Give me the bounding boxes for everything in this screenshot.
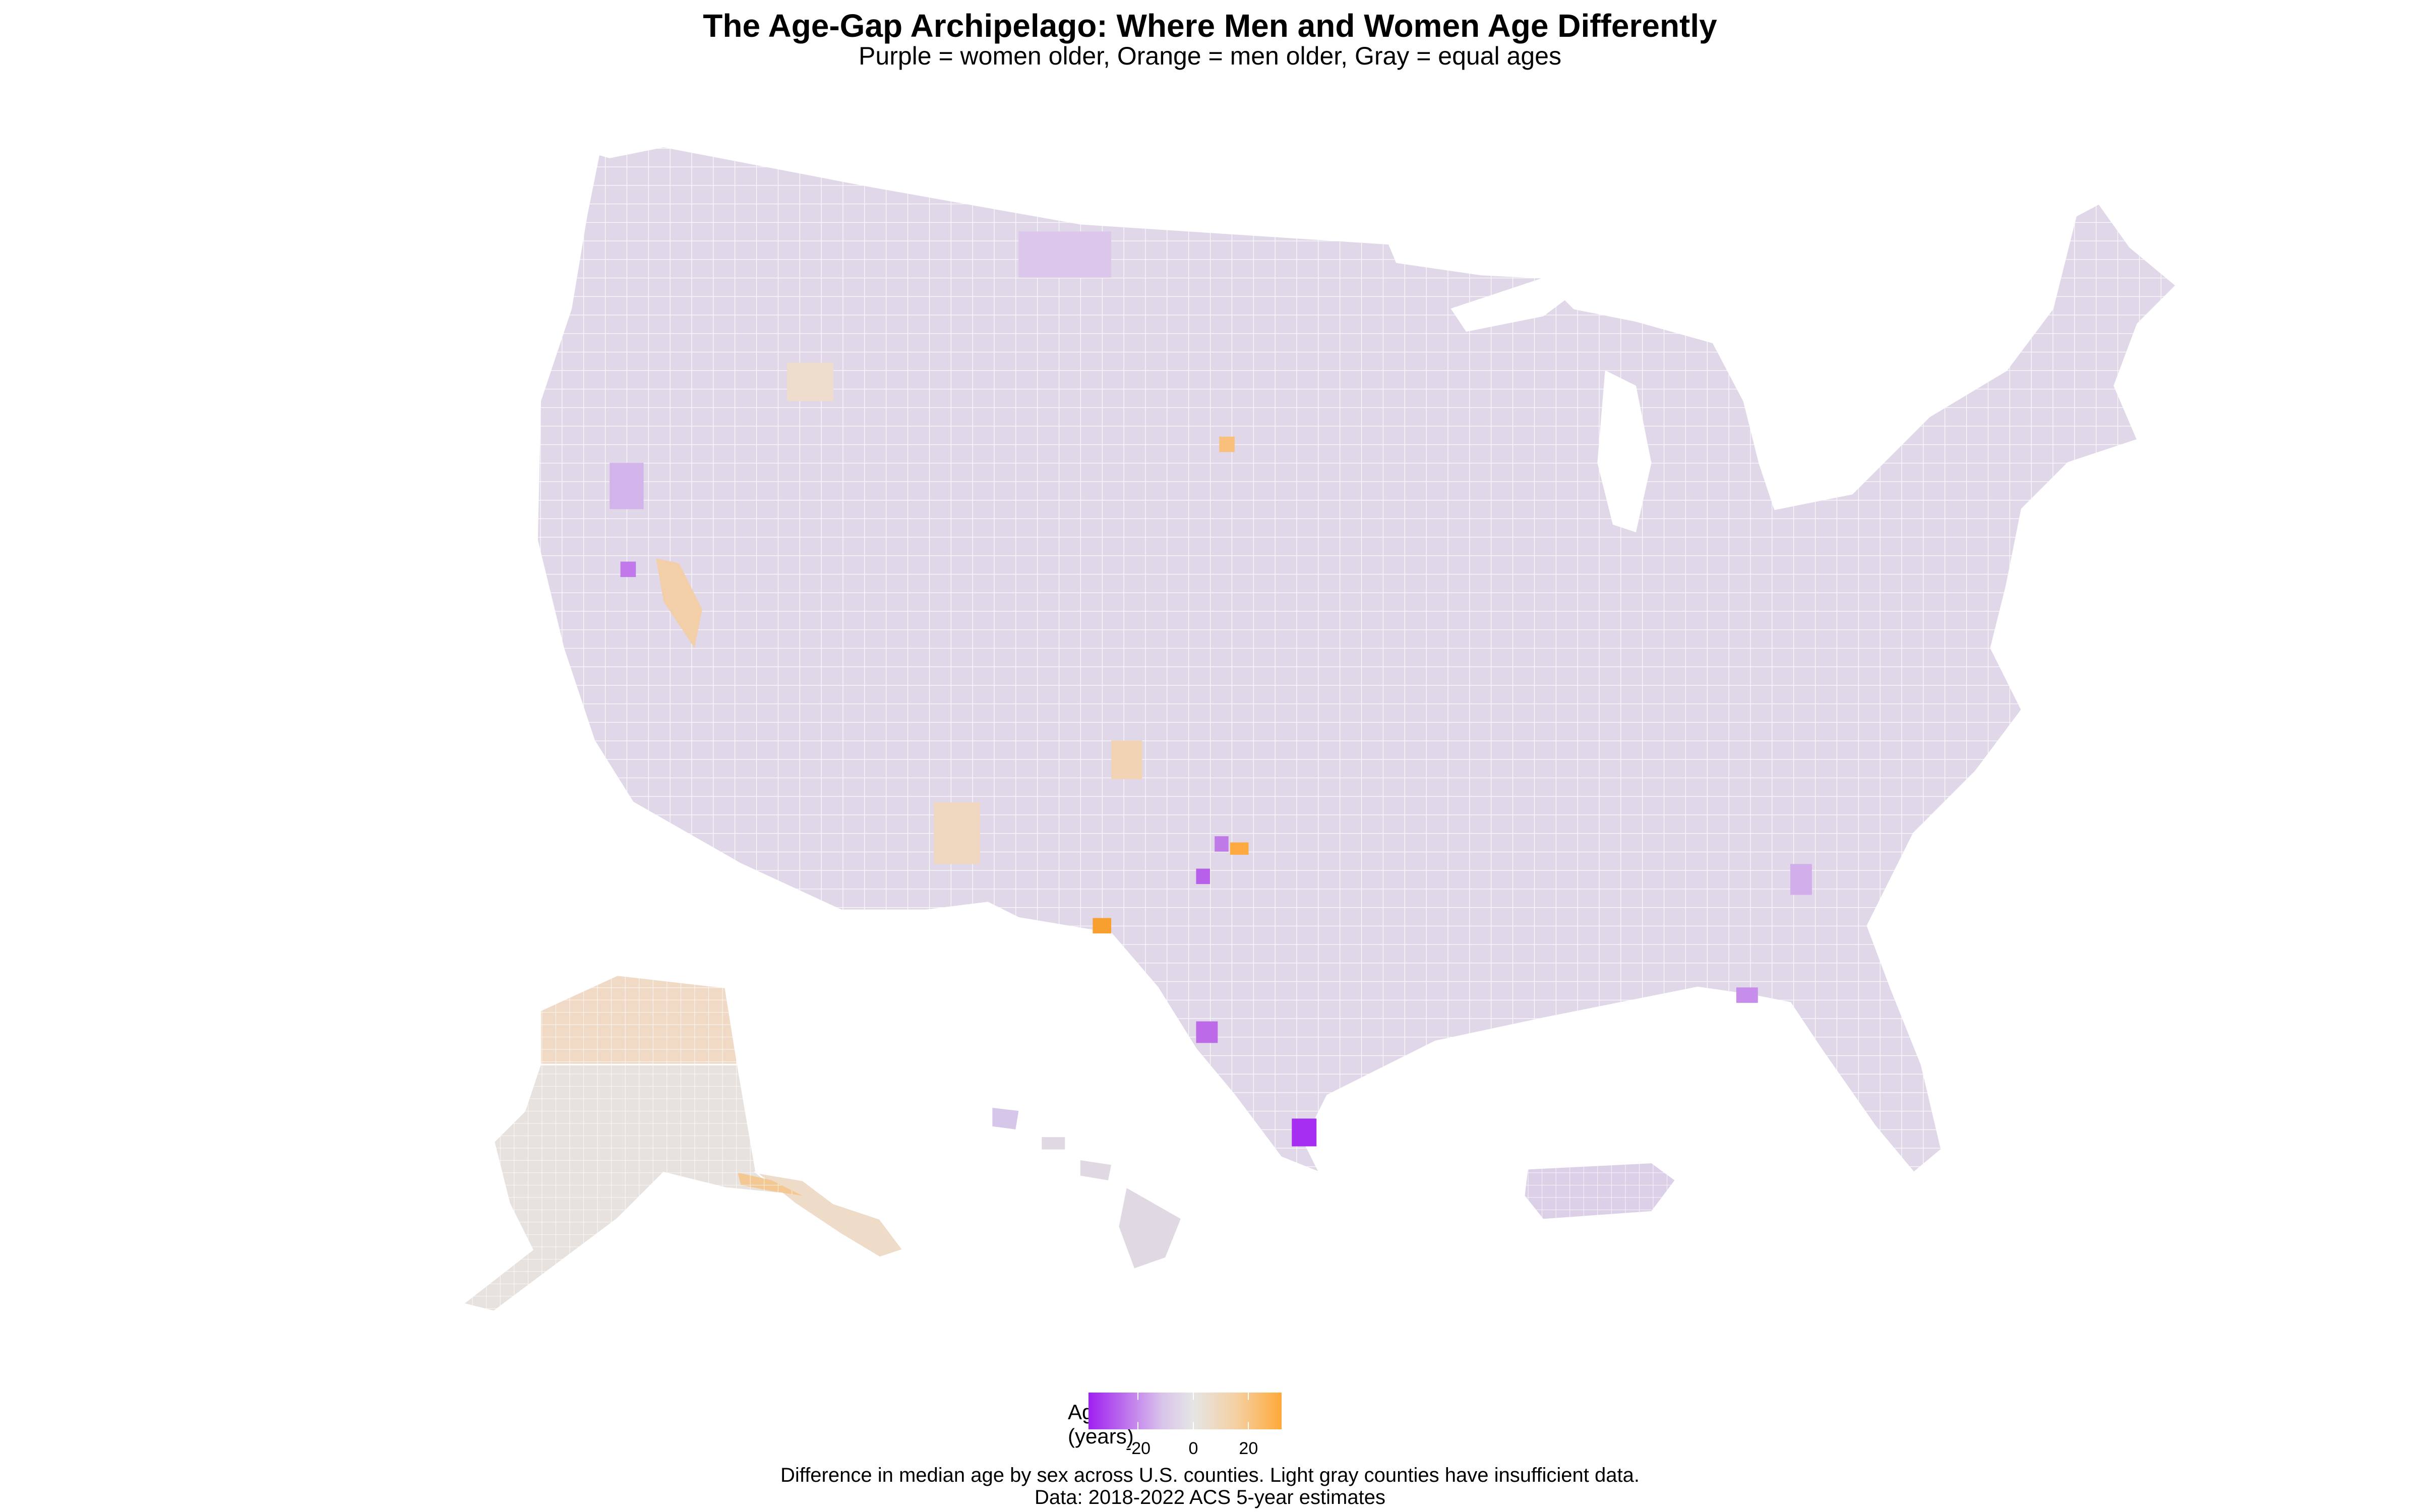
- great-lakes-north: [1450, 278, 1575, 332]
- county-men-older: [656, 558, 702, 648]
- county-women-older: [610, 463, 644, 510]
- county-men-older: [1219, 436, 1235, 452]
- county-women-older: [1196, 868, 1210, 885]
- county-women-older: [1736, 987, 1758, 1003]
- map-subtitle: Purple = women older, Orange = men older…: [859, 42, 1561, 70]
- county-women-older: [1790, 864, 1812, 895]
- county-men-older: [1111, 740, 1142, 779]
- legend-tick-label: -20: [1125, 1439, 1151, 1458]
- county-men-older: [1230, 842, 1249, 855]
- conus: [536, 146, 2177, 1174]
- legend-tick-mark: [1248, 1393, 1249, 1429]
- legend-colorbar: [1088, 1393, 1282, 1429]
- alaska-borders: [463, 975, 803, 1312]
- lake-michigan: [1597, 370, 1652, 533]
- county-women-older: [1196, 1021, 1218, 1043]
- legend-tick-mark: [1137, 1393, 1139, 1429]
- caption-line1: Difference in median age by sex across U…: [780, 1464, 1640, 1486]
- puerto-rico: [1525, 1163, 1675, 1219]
- county-women-older: [1018, 231, 1112, 278]
- hawaii-oahu: [1042, 1137, 1065, 1150]
- legend-tick-mark: [1192, 1393, 1194, 1429]
- hawaii-big-island: [1119, 1188, 1181, 1269]
- county-borders: [537, 146, 2176, 1173]
- county-men-older: [934, 802, 980, 864]
- legend-tick-label: 0: [1188, 1439, 1198, 1458]
- hawaii-kauai: [992, 1107, 1019, 1129]
- puerto-rico-borders: [1525, 1163, 1675, 1219]
- caption-line2: Data: 2018-2022 ACS 5-year estimates: [1035, 1486, 1385, 1508]
- hawaii-maui: [1080, 1160, 1112, 1180]
- map-title: The Age-Gap Archipelago: Where Men and W…: [703, 8, 1717, 44]
- county-men-older: [787, 362, 834, 401]
- county-high-women-older: [1292, 1118, 1317, 1147]
- legend-tick-label: 20: [1239, 1439, 1258, 1458]
- county-women-older: [620, 561, 636, 577]
- alaska: [461, 974, 904, 1312]
- county-men-older: [1093, 918, 1112, 934]
- caption: Difference in median age by sex across U…: [0, 1464, 2420, 1508]
- notable-counties: [610, 231, 1812, 1147]
- hawaii: [992, 1107, 1181, 1269]
- county-women-older: [1215, 836, 1229, 852]
